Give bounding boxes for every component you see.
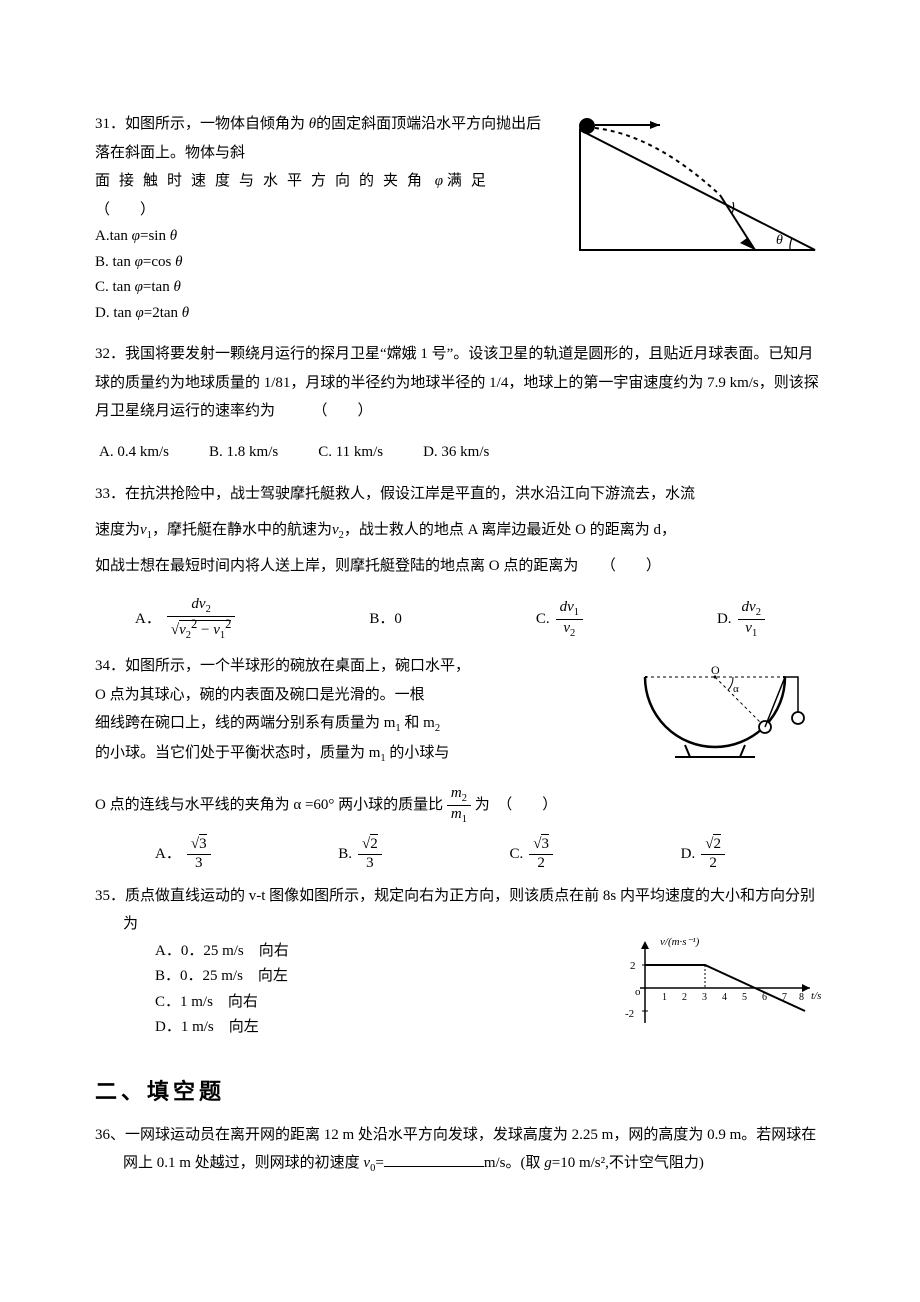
q34-line5a: O 点的连线与水平线的夹角为 α =60° 两小球的质量比: [95, 797, 443, 813]
question-31: θ 31．如图所示，一物体自倾角为 θ的固定斜面顶端沿水平方向抛出后落在斜面上。…: [95, 110, 825, 326]
q33-text-a: 在抗洪抢险中，战士驾驶摩托艇救人，假设江岸是平直的，洪水沿江向下游流去，水流: [125, 486, 695, 502]
q33-text-d: ，战士救人的地点 A 离岸边最近处 O 的距离为 d，: [344, 522, 676, 538]
q36-blank: [384, 1166, 484, 1167]
q31-figure: θ: [565, 110, 825, 265]
q34-options: A． √33 B. √23 C. √32 D. √22: [95, 836, 825, 872]
q33-v1: v: [140, 522, 147, 538]
q33-v2: v: [332, 522, 339, 538]
q32-text: 我国将要发射一颗绕月运行的探月卫星“嫦娥 1 号”。设该卫星的轨道是圆形的，且贴…: [95, 346, 819, 419]
q34-opt-c: C. √32: [509, 836, 553, 872]
q33-opt-a: A． dv2 √v22 − v12: [135, 596, 235, 642]
q36-g: g: [544, 1155, 552, 1171]
q33-blank: （ ）: [608, 558, 661, 574]
q31-text-d: 满足: [447, 173, 495, 189]
q32-opt-b: B. 1.8 km/s: [209, 438, 278, 467]
q31-opt-d: D. tan φ=2tan θ: [95, 301, 825, 327]
q34-opt-b: B. √23: [338, 836, 382, 872]
q31-text-c: 面接触时速度与水平方向的夹角: [95, 173, 431, 189]
q32-opt-d: D. 36 km/s: [423, 438, 489, 467]
q36-text-a: 一网球运动员在离开网的距离 12 m 处沿水平方向发球，发球高度为 2.25 m…: [123, 1127, 816, 1172]
q33-text-e: 如战士想在最短时间内将人送上岸，则摩托艇登陆的地点离 O 点的距离为: [95, 558, 578, 574]
q33-opt-c: C. dv1 v2: [536, 599, 583, 640]
svg-text:t/s: t/s: [811, 990, 821, 1002]
section-2-title: 二、填空题: [95, 1071, 825, 1113]
svg-text:α: α: [733, 683, 739, 695]
q32-opt-c: C. 11 km/s: [318, 438, 383, 467]
question-33: 33．在抗洪抢险中，战士驾驶摩托艇救人，假设江岸是平直的，洪水沿江向下游流去，水…: [95, 476, 825, 642]
q31-number: 31．: [95, 116, 125, 132]
q32-number: 32．: [95, 346, 125, 362]
svg-text:-2: -2: [625, 1008, 634, 1020]
q32-blank: （ ）: [320, 403, 373, 419]
question-36: 36、一网球运动员在离开网的距离 12 m 处沿水平方向发球，发球高度为 2.2…: [95, 1121, 825, 1179]
question-32: 32．我国将要发射一颗绕月运行的探月卫星“嫦娥 1 号”。设该卫星的轨道是圆形的…: [95, 340, 825, 466]
svg-text:3: 3: [702, 992, 707, 1003]
q34-opt-a: A． √33: [155, 836, 211, 872]
q31-phi: φ: [435, 173, 443, 189]
svg-text:5: 5: [742, 992, 747, 1003]
q35-figure: v/(m·s⁻¹) t/s 2 o -2 12345678: [615, 933, 825, 1038]
q34-line3a: 细线跨在碗口上，线的两端分别系有质量为 m: [95, 715, 395, 731]
q33-number: 33．: [95, 486, 125, 502]
question-34: O α 34．如图所示，一个半球形的碗放在桌面上，碗口水平， O 点为其球心，碗…: [95, 652, 825, 872]
q33-text-c: ，摩托艇在静水中的航速为: [152, 522, 332, 538]
q33-text-b: 速度为: [95, 522, 140, 538]
q35-number: 35．: [95, 888, 125, 904]
svg-text:v/(m·s⁻¹): v/(m·s⁻¹): [660, 936, 700, 948]
svg-text:1: 1: [662, 992, 667, 1003]
q31-opt-c: C. tan φ=tan θ: [95, 275, 825, 301]
q32-opt-a: A. 0.4 km/s: [99, 438, 169, 467]
q33-options: A． dv2 √v22 − v12 B．0 C. dv1 v2 D. dv2 v…: [95, 596, 825, 642]
q34-number: 34．: [95, 658, 125, 674]
question-35: 35．质点做直线运动的 v-t 图像如图所示，规定向右为正方向，则该质点在前 8…: [95, 882, 825, 1041]
svg-text:8: 8: [799, 992, 804, 1003]
q31-text-a: 如图所示，一物体自倾角为: [125, 116, 309, 132]
q32-options: A. 0.4 km/s B. 1.8 km/s C. 11 km/s D. 36…: [95, 438, 825, 467]
q33-opt-d: D. dv2 v1: [717, 599, 765, 640]
q34-figure: O α: [615, 652, 825, 782]
q33-opt-b: B．0: [369, 609, 402, 630]
q35-text: 质点做直线运动的 v-t 图像如图所示，规定向右为正方向，则该质点在前 8s 内…: [123, 888, 815, 933]
svg-text:2: 2: [630, 960, 636, 972]
q36-number: 36、: [95, 1127, 125, 1143]
svg-text:θ: θ: [776, 233, 783, 248]
svg-text:4: 4: [722, 992, 727, 1003]
svg-text:2: 2: [682, 992, 687, 1003]
q34-opt-d: D. √22: [681, 836, 725, 872]
q34-line4a: 的小球。当它们处于平衡状态时，质量为 m: [95, 745, 380, 761]
q34-blank: （ ）: [505, 797, 558, 813]
svg-text:o: o: [635, 986, 641, 998]
svg-text:O: O: [711, 663, 720, 677]
q34-line1: 如图所示，一个半球形的碗放在桌面上，碗口水平，: [125, 658, 470, 674]
